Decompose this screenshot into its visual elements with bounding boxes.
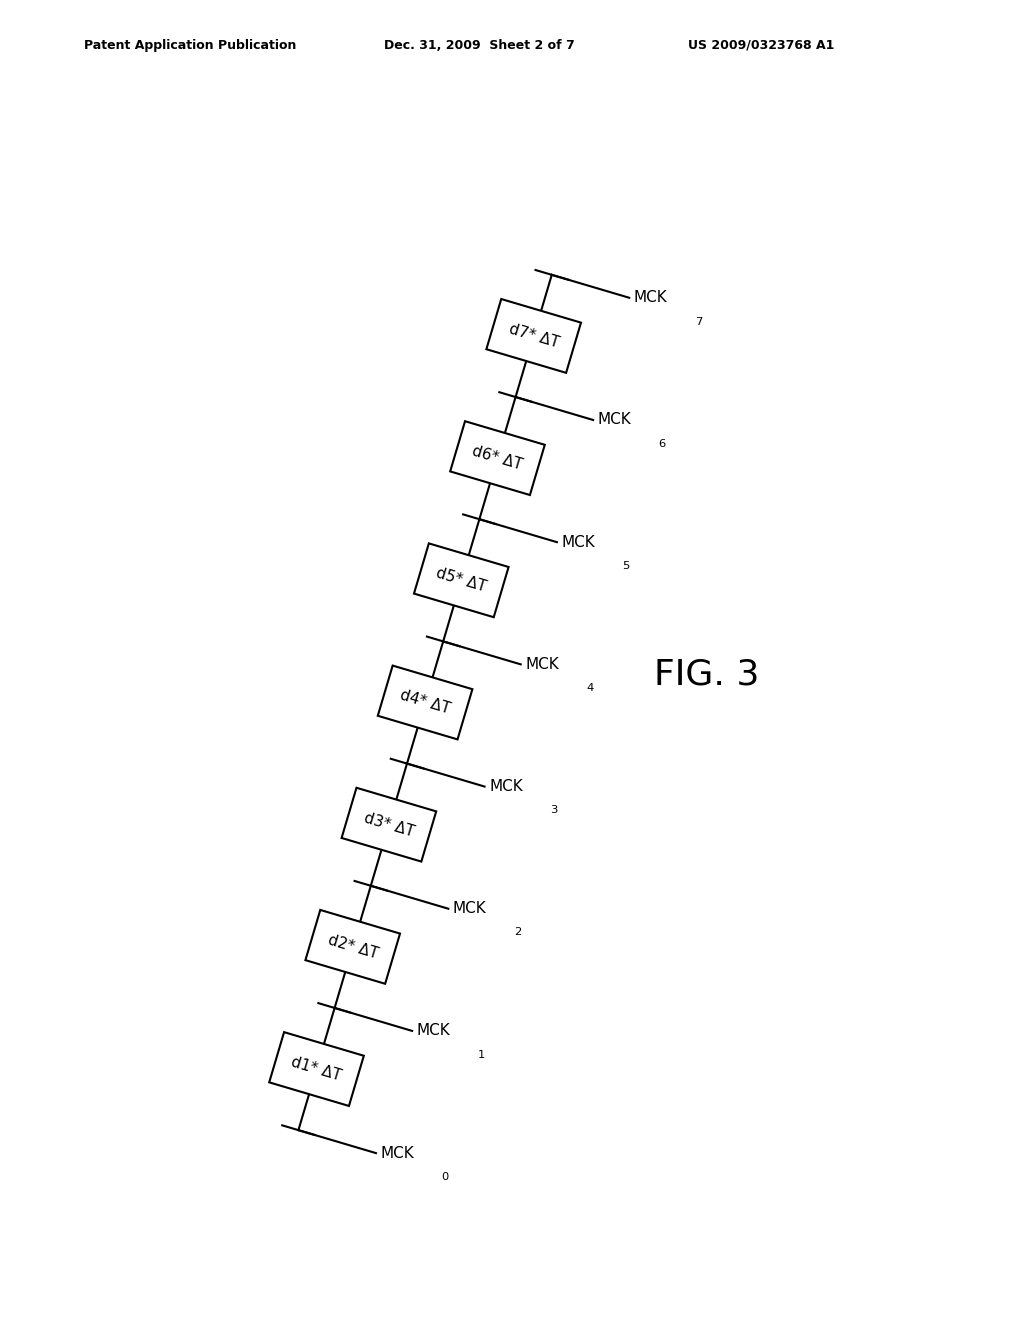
Text: 0: 0 xyxy=(441,1172,449,1181)
Text: d4* ΔT: d4* ΔT xyxy=(398,688,452,717)
Text: Dec. 31, 2009  Sheet 2 of 7: Dec. 31, 2009 Sheet 2 of 7 xyxy=(384,38,574,51)
Text: 1: 1 xyxy=(478,1049,485,1060)
Text: US 2009/0323768 A1: US 2009/0323768 A1 xyxy=(688,38,835,51)
Text: Patent Application Publication: Patent Application Publication xyxy=(84,38,296,51)
Text: d1* ΔT: d1* ΔT xyxy=(290,1055,343,1084)
Polygon shape xyxy=(451,421,545,495)
Text: MCK: MCK xyxy=(453,902,486,916)
Text: FIG. 3: FIG. 3 xyxy=(654,657,760,692)
Text: MCK: MCK xyxy=(417,1023,451,1039)
Polygon shape xyxy=(269,1032,364,1106)
Polygon shape xyxy=(414,544,509,618)
Text: MCK: MCK xyxy=(634,290,668,305)
Text: MCK: MCK xyxy=(598,412,632,428)
Text: 2: 2 xyxy=(514,928,521,937)
Polygon shape xyxy=(305,909,400,983)
Text: 5: 5 xyxy=(623,561,630,570)
Text: 4: 4 xyxy=(587,682,594,693)
Text: MCK: MCK xyxy=(561,535,595,549)
Text: 3: 3 xyxy=(550,805,557,816)
Text: MCK: MCK xyxy=(525,657,559,672)
Text: MCK: MCK xyxy=(489,779,523,795)
Polygon shape xyxy=(342,788,436,862)
Text: d6* ΔT: d6* ΔT xyxy=(471,444,524,473)
Polygon shape xyxy=(378,665,472,739)
Polygon shape xyxy=(486,300,581,372)
Text: d5* ΔT: d5* ΔT xyxy=(434,566,488,595)
Text: d3* ΔT: d3* ΔT xyxy=(361,810,416,840)
Text: MCK: MCK xyxy=(381,1146,415,1160)
Text: d2* ΔT: d2* ΔT xyxy=(326,932,380,961)
Text: d7* ΔT: d7* ΔT xyxy=(507,321,560,350)
Text: 7: 7 xyxy=(695,317,702,326)
Text: 6: 6 xyxy=(658,438,666,449)
